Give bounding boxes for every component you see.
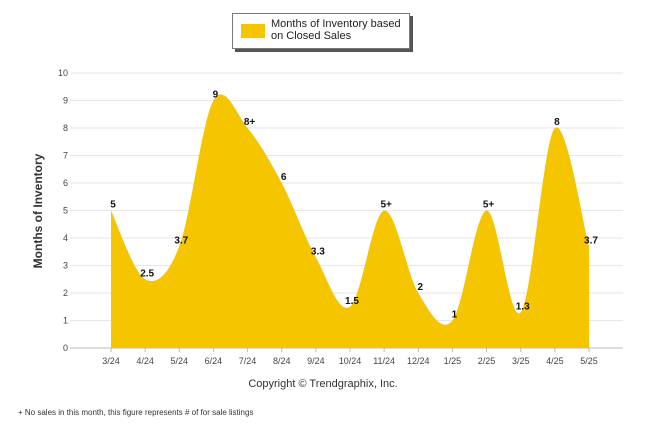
legend-label-line1: Months of Inventory based	[271, 18, 401, 30]
data-label: 3.7	[584, 235, 598, 246]
x-axis-ticks: 3/24 4/24 5/24 6/24 7/24 8/24 9/24 10/24 11/24 12…	[102, 348, 598, 366]
y-tick-label: 3	[63, 261, 68, 271]
data-labels: 5 2.5 3.7 9 8+ 6 3.3 1.5 5+ 2 1 5+ 1.3 8 3.7	[110, 90, 598, 321]
legend-label: Months of Inventory based on Closed Sale…	[271, 18, 407, 42]
y-tick-label: 4	[63, 233, 68, 243]
x-tick-label: 10/24	[339, 356, 362, 366]
y-tick-label: 2	[63, 288, 68, 298]
data-label: 5	[110, 200, 116, 211]
x-tick-label: 4/25	[546, 356, 564, 366]
y-tick-label: 9	[63, 96, 68, 106]
data-label: 3.3	[311, 246, 325, 257]
x-tick-label: 5/25	[580, 356, 598, 366]
x-tick-label: 5/24	[171, 356, 189, 366]
x-tick-label: 1/25	[444, 356, 462, 366]
y-tick-label: 10	[58, 68, 68, 78]
y-tick-label: 6	[63, 178, 68, 188]
x-tick-label: 6/24	[205, 356, 223, 366]
area-series	[111, 94, 589, 348]
y-axis-label: Months of Inventory	[31, 153, 45, 268]
legend-swatch	[241, 24, 265, 38]
data-label: 1.3	[516, 301, 530, 312]
data-label: 8	[554, 117, 560, 128]
data-label: 1	[452, 310, 458, 321]
x-tick-label: 12/24	[407, 356, 430, 366]
x-tick-label: 4/24	[136, 356, 154, 366]
data-label: 2.5	[140, 268, 154, 279]
data-label: 9	[213, 90, 219, 101]
legend: Months of Inventory based on Closed Sale…	[232, 13, 410, 49]
x-tick-label: 11/24	[373, 356, 395, 366]
legend-label-line2: on Closed Sales	[271, 30, 352, 42]
y-tick-label: 0	[63, 343, 68, 353]
y-tick-label: 5	[63, 206, 68, 216]
data-label: 2	[418, 282, 424, 293]
x-tick-label: 9/24	[307, 356, 325, 366]
y-tick-label: 1	[63, 316, 68, 326]
data-label: 5+	[380, 200, 392, 211]
x-tick-label: 3/24	[102, 356, 120, 366]
data-label: 5+	[483, 200, 495, 211]
y-tick-label: 7	[63, 151, 68, 161]
data-label: 3.7	[174, 235, 188, 246]
copyright-text: Copyright © Trendgraphix, Inc.	[248, 378, 398, 390]
x-tick-label: 8/24	[273, 356, 291, 366]
x-tick-label: 7/24	[239, 356, 257, 366]
footnote-text: + No sales in this month, this figure re…	[18, 408, 254, 417]
data-label: 1.5	[345, 296, 359, 307]
data-label: 8+	[244, 117, 256, 128]
y-axis-ticks: 0 1 2 3 4 5 6 7 8 9 10	[58, 68, 68, 353]
x-tick-label: 3/25	[512, 356, 530, 366]
y-tick-label: 8	[63, 123, 68, 133]
data-label: 6	[281, 172, 287, 183]
x-tick-label: 2/25	[478, 356, 496, 366]
